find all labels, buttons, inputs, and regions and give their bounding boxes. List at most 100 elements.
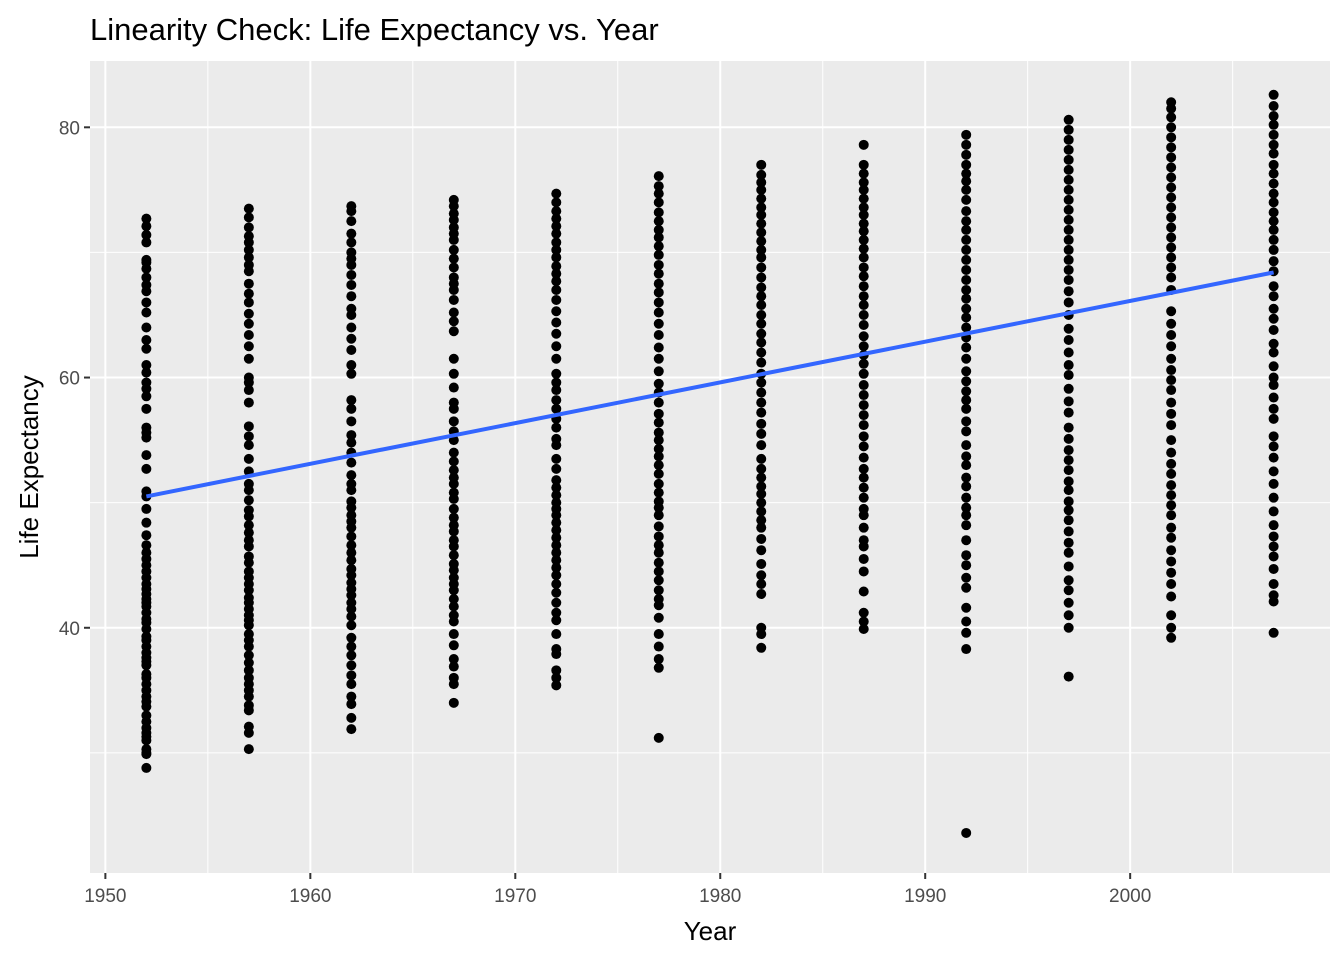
data-point: [243, 505, 254, 516]
data-point: [1166, 556, 1177, 567]
data-point: [961, 322, 972, 333]
data-point: [551, 497, 562, 508]
data-point: [756, 252, 767, 263]
data-point: [448, 610, 459, 621]
data-point: [243, 231, 254, 242]
data-point: [1166, 202, 1177, 213]
data-point: [858, 492, 869, 503]
data-point: [243, 203, 254, 214]
data-point: [653, 197, 664, 208]
data-point: [961, 293, 972, 304]
data-point: [858, 243, 869, 254]
data-point: [858, 184, 869, 195]
data-point: [653, 521, 664, 532]
data-point: [1063, 144, 1074, 155]
data-point: [243, 330, 254, 341]
data-point: [1268, 338, 1279, 349]
data-point: [1063, 244, 1074, 255]
data-point: [961, 342, 972, 353]
data-point: [858, 616, 869, 627]
data-point: [346, 699, 357, 710]
data-point: [961, 582, 972, 593]
data-point: [551, 578, 562, 589]
data-point: [961, 572, 972, 583]
data-point: [756, 177, 767, 188]
data-point: [1268, 590, 1279, 601]
chart-title: Linearity Check: Life Expectancy vs. Yea…: [90, 12, 659, 47]
data-point: [346, 360, 357, 371]
data-point: [448, 416, 459, 427]
data-point: [448, 520, 459, 531]
data-point: [346, 547, 357, 558]
data-point: [858, 262, 869, 273]
data-point: [1166, 152, 1177, 163]
data-point: [858, 452, 869, 463]
data-point: [141, 297, 152, 308]
data-point: [1166, 330, 1177, 341]
data-point: [1063, 496, 1074, 507]
data-point: [961, 168, 972, 179]
data-point: [551, 268, 562, 279]
data-point: [1166, 132, 1177, 143]
data-point: [448, 368, 459, 379]
data-point: [961, 184, 972, 195]
data-point: [551, 368, 562, 379]
x-tick-label: 1950: [84, 886, 126, 907]
data-point: [653, 408, 664, 419]
data-point: [1268, 244, 1279, 255]
x-tick-label: 1980: [699, 886, 741, 907]
data-point: [141, 631, 152, 642]
data-point: [346, 510, 357, 521]
data-point: [858, 358, 869, 369]
data-point: [448, 550, 459, 561]
data-point: [1268, 347, 1279, 358]
data-point: [1166, 397, 1177, 408]
data-point: [961, 602, 972, 613]
data-point: [858, 159, 869, 170]
data-point: [1268, 256, 1279, 267]
data-point: [448, 465, 459, 476]
data-point: [653, 641, 664, 652]
data-point: [346, 457, 357, 468]
data-point: [141, 360, 152, 371]
data-point: [1268, 520, 1279, 531]
data-point: [448, 447, 459, 458]
data-point: [551, 570, 562, 581]
data-point: [551, 228, 562, 239]
data-point: [448, 697, 459, 708]
data-point: [1063, 360, 1074, 371]
data-point: [1166, 375, 1177, 386]
data-point: [653, 566, 664, 577]
data-point: [448, 472, 459, 483]
data-point: [1166, 500, 1177, 511]
data-point: [1166, 306, 1177, 317]
data-point: [756, 291, 767, 302]
data-point: [858, 177, 869, 188]
data-point: [448, 558, 459, 569]
data-point: [243, 495, 254, 506]
data-point: [551, 341, 562, 352]
data-point: [1166, 490, 1177, 501]
data-point: [653, 216, 664, 227]
data-point: [1063, 671, 1074, 682]
data-point: [858, 400, 869, 411]
data-point: [448, 593, 459, 604]
data-point: [1166, 420, 1177, 431]
data-point: [243, 372, 254, 383]
data-point: [756, 407, 767, 418]
data-point: [551, 629, 562, 640]
data-point: [243, 520, 254, 531]
data-point: [1063, 433, 1074, 444]
data-point: [1063, 445, 1074, 456]
data-point: [551, 644, 562, 655]
data-point: [961, 149, 972, 160]
data-point: [653, 278, 664, 289]
data-point: [1166, 545, 1177, 556]
data-point: [1063, 124, 1074, 135]
data-point: [1063, 174, 1074, 185]
data-point: [1063, 194, 1074, 205]
data-point: [653, 268, 664, 279]
data-point: [1166, 192, 1177, 203]
data-point: [448, 487, 459, 498]
data-point: [1063, 347, 1074, 358]
